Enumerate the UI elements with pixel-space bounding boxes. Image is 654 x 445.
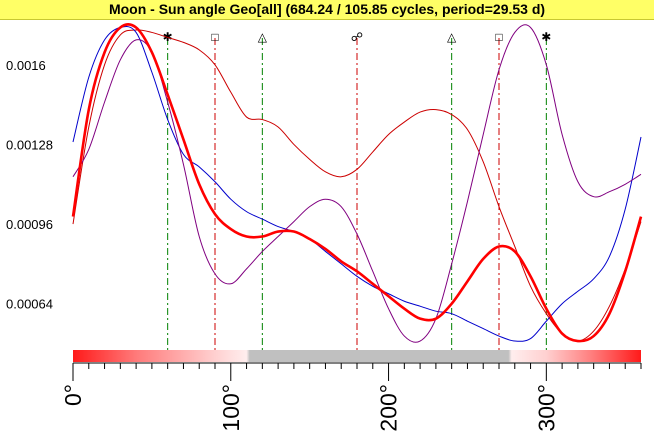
gradient-bar: [73, 350, 641, 362]
y-tick-label: 0.00064: [6, 297, 53, 312]
y-axis: 0.0016 0.00128 0.00096 0.00064: [6, 58, 53, 312]
aspect-glyph: ✱: [541, 30, 551, 44]
x-axis: 0° 100° 200° 300°: [60, 362, 642, 432]
aspect-lines: ✱ □ △ ☍ △ □ ✱: [163, 30, 551, 351]
aspect-glyph: △: [447, 30, 457, 44]
x-tick-label: 200°: [376, 384, 402, 432]
y-tick-label: 0.00096: [6, 217, 53, 232]
series-line-0: [71, 23, 643, 343]
aspect-glyph: △: [258, 30, 268, 44]
series-lines: [71, 23, 643, 343]
x-tick-label: 300°: [533, 384, 559, 432]
aspect-glyph: ☍: [351, 30, 363, 44]
series-line-2: [72, 26, 642, 342]
x-tick-label: 100°: [218, 384, 244, 432]
aspect-glyph: □: [495, 30, 502, 44]
y-tick-label: 0.0016: [6, 58, 46, 73]
y-tick-label: 0.00128: [6, 137, 53, 152]
aspect-glyph: □: [211, 30, 218, 44]
chart-title: Moon - Sun angle Geo[all] (684.24 / 105.…: [0, 0, 654, 20]
series-line-3: [72, 24, 642, 343]
angle-gradient-bar: [73, 350, 641, 362]
series-line-1: [72, 29, 642, 342]
x-tick-label: 0°: [60, 384, 86, 406]
